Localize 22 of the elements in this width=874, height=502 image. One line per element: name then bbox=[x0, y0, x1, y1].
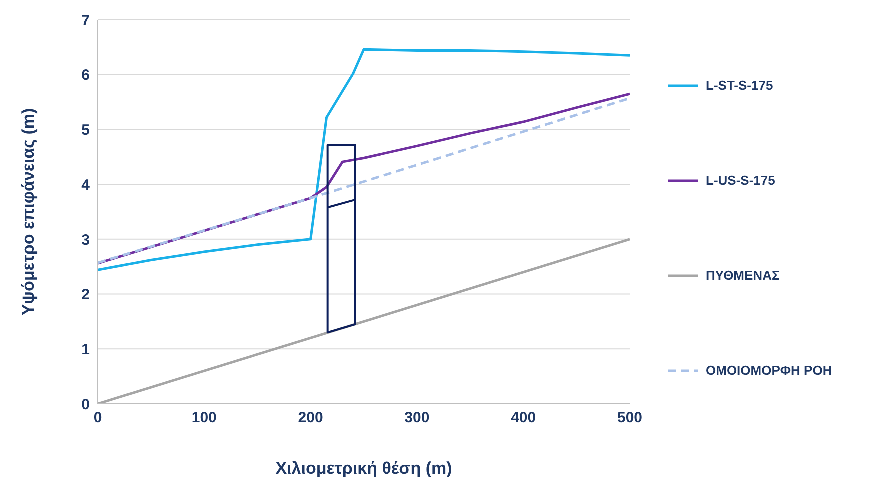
y-tick-label: 2 bbox=[82, 286, 90, 304]
y-tick-label: 6 bbox=[82, 67, 90, 84]
x-tick-label: 400 bbox=[511, 410, 536, 427]
legend-label: L-US-S-175 bbox=[706, 173, 776, 188]
line-series bbox=[98, 48, 630, 272]
x-axis-title: Χιλιομετρική θέση (m) bbox=[276, 459, 452, 478]
y-tick-label: 3 bbox=[82, 232, 90, 249]
y-tick-label: 4 bbox=[82, 176, 91, 194]
x-tick-label: 300 bbox=[404, 410, 430, 427]
y-tick-label: 1 bbox=[82, 341, 90, 358]
y-tick-label: 7 bbox=[82, 12, 90, 30]
legend-label: ΟΜΟΙΟΜΟΡΦΗ ΡΟΗ bbox=[706, 363, 832, 378]
line-series bbox=[326, 144, 356, 334]
legend-label: ΠΥΘΜΕΝΑΣ bbox=[706, 268, 780, 283]
x-tick-label: 100 bbox=[192, 410, 217, 427]
x-tick-label: 200 bbox=[298, 410, 324, 427]
legend-label: L-ST-S-175 bbox=[706, 78, 774, 93]
y-tick-label: 0 bbox=[82, 396, 90, 414]
x-tick-label: 500 bbox=[617, 410, 643, 427]
y-tick-label: 5 bbox=[82, 122, 90, 140]
y-axis-title: Υψόμετρο επιφάνειας (m) bbox=[19, 108, 38, 316]
x-tick-label: 0 bbox=[94, 410, 102, 427]
